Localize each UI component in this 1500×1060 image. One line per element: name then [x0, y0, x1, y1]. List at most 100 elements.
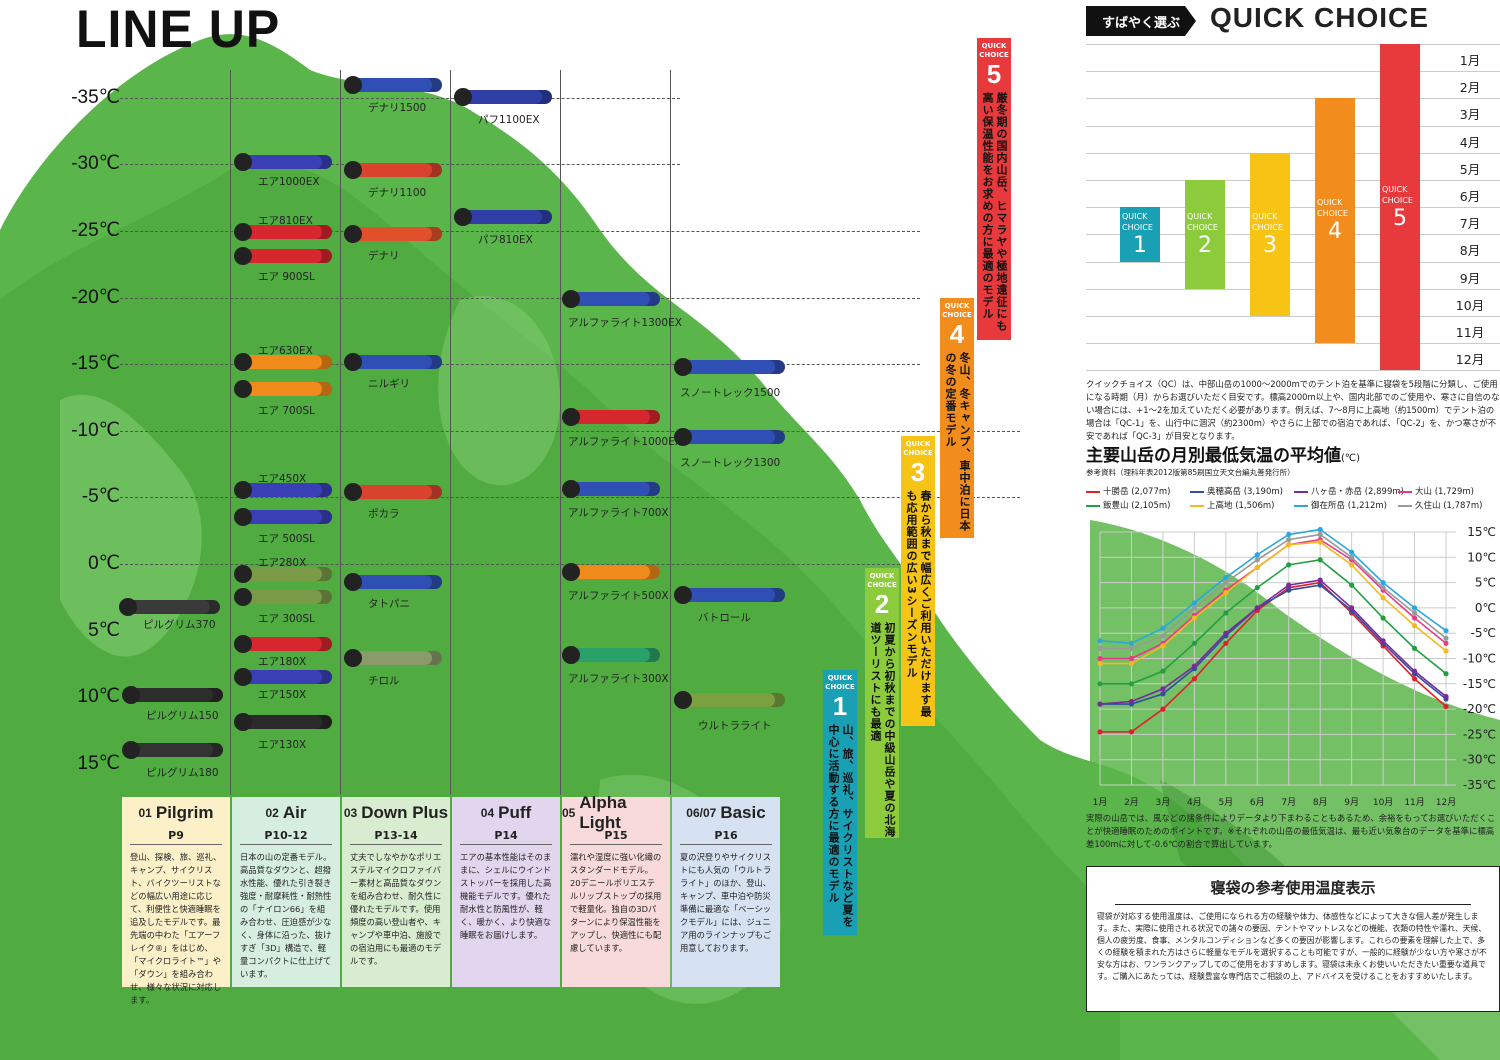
- legend-label: 奥穂高岳 (3,190m): [1207, 487, 1283, 497]
- sleeping-bag-label: アルファライト700X: [568, 507, 669, 519]
- data-point: [1223, 590, 1229, 596]
- data-point: [1097, 645, 1103, 651]
- data-point: [1223, 580, 1229, 586]
- data-point: [1223, 640, 1229, 646]
- sleeping-bag-image: [344, 483, 442, 501]
- legend-label: 御在所岳 (1,212m): [1311, 501, 1387, 511]
- data-point: [1317, 557, 1323, 563]
- month-label: 4月: [1459, 134, 1481, 150]
- data-point: [1380, 585, 1386, 591]
- quick-choice-column-3: QUICK CHOICE 3 春から秋まで幅広くご利用いただけます最も応用範囲の広い…: [901, 436, 935, 726]
- product-card[interactable]: 02 Air P10-12 日本の山の定番モデル。高品質なダウンと、超撥水性能、優れた…: [232, 797, 340, 987]
- legend-label: 十勝岳 (2,077m): [1103, 487, 1171, 497]
- data-point: [1191, 676, 1197, 682]
- quick-choice-bar-4: QUICK CHOICE 4: [1315, 98, 1355, 344]
- legend-item: 上高地 (1,506m): [1190, 499, 1274, 511]
- data-point: [1443, 703, 1449, 710]
- quick-choice-number: 2: [874, 589, 890, 619]
- data-point: [1411, 676, 1418, 682]
- sleeping-bag-label: エア150X: [258, 689, 307, 701]
- x-tick-label: 5月: [1218, 797, 1233, 808]
- data-point: [1317, 577, 1323, 583]
- sleeping-bag-image: [562, 563, 660, 581]
- sleeping-bag-label: ウルトラライト: [698, 720, 772, 732]
- x-tick-label: 2月: [1124, 797, 1139, 808]
- series-line: [1100, 584, 1447, 705]
- legend-item: 御在所岳 (1,212m): [1294, 499, 1387, 511]
- product-card[interactable]: 01 Pilgrim P9 登山、探検、旅、巡礼、キャンプ、サイクリスト、バイクツーリ…: [122, 797, 230, 1005]
- temperature-gridline: [120, 298, 920, 299]
- sleeping-bag-label: アルファライト1300EX: [568, 317, 682, 329]
- product-card[interactable]: 03 Down Plus P13-14 丈夫でしなやかなポリエステルマイクロファイバー…: [342, 797, 450, 987]
- temperature-label: 15℃: [77, 753, 120, 774]
- data-point: [1286, 562, 1292, 568]
- y-tick-label: 10℃: [1467, 550, 1496, 564]
- y-tick-label: -30℃: [1463, 753, 1496, 767]
- data-point: [1286, 582, 1292, 588]
- product-name: 04 Puff: [452, 797, 560, 829]
- data-point: [1097, 660, 1103, 667]
- product-card[interactable]: 05 Alpha Light P15 濡れや湿度に強い化繊のスタンダードモデル。20デ…: [562, 793, 670, 987]
- x-tick-label: 10月: [1373, 797, 1393, 808]
- y-tick-label: -5℃: [1471, 626, 1496, 640]
- sleeping-bag-image: [562, 290, 660, 308]
- sleeping-bag-image: [122, 741, 223, 759]
- sleeping-bag-label: タトパニ: [368, 598, 410, 610]
- legend-swatch: [1086, 504, 1100, 507]
- temperature-label: -5℃: [81, 486, 120, 507]
- data-point: [1286, 587, 1292, 593]
- data-point: [1411, 668, 1418, 674]
- x-tick-label: 9月: [1344, 797, 1359, 808]
- product-page-ref: P10-12: [240, 829, 332, 845]
- temperature-gridline: [120, 231, 920, 232]
- sleeping-bag-image: [234, 508, 332, 526]
- data-point: [1128, 681, 1135, 687]
- quick-choice-column-2: QUICK CHOICE 2 初夏から初秋までの中級山岳や夏の北海道ツーリストにも最…: [865, 568, 899, 838]
- product-page-ref: P15: [570, 829, 662, 845]
- sleeping-bag-image: [234, 668, 332, 686]
- data-point: [1254, 552, 1260, 558]
- product-number: 02: [265, 806, 279, 820]
- quick-choice-number: 1: [832, 691, 848, 721]
- chart-gridline: [1086, 288, 1500, 290]
- quick-choice-description: 山、旅、巡礼、サイクリストなど夏を中心に活動する方に最適のモデル: [827, 724, 854, 928]
- legend-label: 大山 (1,729m): [1415, 487, 1474, 497]
- x-tick-label: 8月: [1313, 797, 1328, 808]
- data-point: [1128, 729, 1135, 735]
- product-page-ref: P14: [460, 829, 552, 845]
- legend-label: 八ヶ岳・赤岳 (2,899m): [1311, 487, 1404, 497]
- data-point: [1128, 655, 1135, 662]
- legend-swatch: [1190, 490, 1204, 493]
- sleeping-bag-label: エア180X: [258, 656, 307, 668]
- temperature-label: 5℃: [88, 620, 120, 641]
- data-point: [1097, 681, 1103, 687]
- sleeping-bag-label: スノートレック1300: [680, 457, 781, 469]
- product-name: 01 Pilgrim: [122, 797, 230, 829]
- data-point: [1097, 638, 1103, 644]
- data-point: [1160, 633, 1166, 639]
- sleeping-bag-image: [562, 480, 660, 498]
- sleeping-bag-label: アルファライト300X: [568, 673, 669, 685]
- sleeping-bag-image: [234, 588, 332, 606]
- data-point: [1349, 549, 1355, 555]
- data-point: [1411, 605, 1418, 611]
- quick-choice-column-1: QUICK CHOICE 1 山、旅、巡礼、サイクリストなど夏を中心に活動する方に最…: [823, 670, 857, 935]
- chart-gridline: [1086, 152, 1500, 154]
- product-description: 濡れや湿度に強い化繊のスタンダードモデル。20デニールポリエステルリップストップ…: [570, 852, 662, 953]
- legend-item: 久住山 (1,787m): [1398, 499, 1482, 511]
- usage-temperature-box: 寝袋の参考使用温度表示 寝袋が対応する使用温度は、ご使用になられる方の経験や体力…: [1086, 866, 1500, 1012]
- legend-swatch: [1398, 490, 1412, 493]
- sleeping-bag-label: デナリ1500: [368, 102, 427, 114]
- product-card[interactable]: 04 Puff P14 エアの基本性能はそのままに、シェルにウインドストッパーを採用し…: [452, 797, 560, 987]
- sleeping-bag-image: [562, 408, 660, 426]
- product-card[interactable]: 06/07 Basic P16 夏の沢登りやサイクリストにも人気の「ウルトラライト」の…: [672, 797, 780, 987]
- sleeping-bag-image: [122, 686, 223, 704]
- sleeping-bag-image: [234, 353, 332, 371]
- sleeping-bag-image: [674, 586, 785, 604]
- temperature-gridline: [120, 564, 900, 565]
- sleeping-bag-image: [234, 481, 332, 499]
- legend-swatch: [1294, 490, 1308, 493]
- sleeping-bag-label: エア 500SL: [258, 533, 315, 545]
- sleeping-bag-image: [119, 598, 220, 616]
- data-point: [1128, 640, 1135, 646]
